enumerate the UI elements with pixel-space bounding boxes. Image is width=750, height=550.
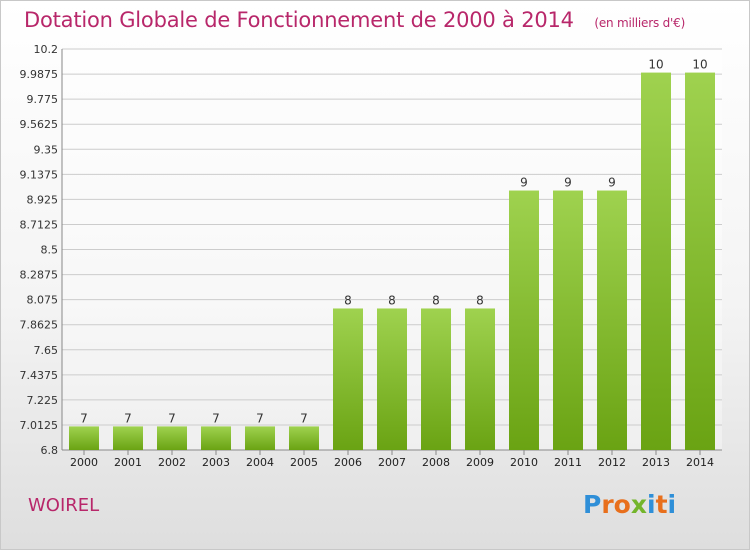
bar-value-label: 7 <box>80 411 88 425</box>
y-tick-label: 7.225 <box>27 394 59 407</box>
bar <box>377 308 407 450</box>
bar-value-label: 10 <box>692 58 707 72</box>
y-tick-label: 8.2875 <box>20 269 59 282</box>
bar <box>245 426 275 450</box>
bar-value-label: 7 <box>300 411 308 425</box>
y-tick-label: 7.0125 <box>20 419 59 432</box>
brand-letter: i <box>667 490 677 519</box>
brand-letter: o <box>613 490 631 519</box>
bar-value-label: 7 <box>168 411 176 425</box>
x-tick-label: 2012 <box>598 456 626 469</box>
x-tick-label: 2010 <box>510 456 538 469</box>
brand-letter: r <box>601 490 614 519</box>
y-tick-label: 8.7125 <box>20 218 59 231</box>
bar <box>685 72 715 451</box>
x-tick-label: 2004 <box>246 456 274 469</box>
bar <box>597 190 627 450</box>
y-tick-label: 7.8625 <box>20 319 59 332</box>
bar <box>465 308 495 450</box>
x-tick-label: 2000 <box>70 456 98 469</box>
bar-value-label: 7 <box>256 411 264 425</box>
bar <box>509 190 539 450</box>
bar <box>333 308 363 450</box>
bar-value-label: 8 <box>432 293 440 307</box>
x-tick-label: 2008 <box>422 456 450 469</box>
x-tick-label: 2005 <box>290 456 318 469</box>
y-tick-label: 8.075 <box>27 294 59 307</box>
x-tick-label: 2011 <box>554 456 582 469</box>
y-tick-label: 9.775 <box>27 93 59 106</box>
bar <box>201 426 231 450</box>
x-tick-label: 2009 <box>466 456 494 469</box>
x-tick-label: 2006 <box>334 456 362 469</box>
chart-subtitle: (en milliers d'€) <box>594 16 686 30</box>
proxiti-logo: Proxiti <box>583 490 676 519</box>
brand-letter: x <box>630 490 647 519</box>
bar-value-label: 8 <box>388 293 396 307</box>
brand-letter: P <box>583 490 602 519</box>
x-tick-label: 2014 <box>686 456 714 469</box>
x-tick-label: 2002 <box>158 456 186 469</box>
bar <box>157 426 187 450</box>
y-tick-label: 6.8 <box>41 444 59 457</box>
commune-name: WOIREL <box>28 495 100 516</box>
brand-letter: i <box>647 490 656 519</box>
bar-value-label: 7 <box>124 411 132 425</box>
x-tick-label: 2013 <box>642 456 670 469</box>
y-tick-label: 9.9875 <box>20 68 59 81</box>
bar <box>641 72 671 451</box>
bar <box>421 308 451 450</box>
y-tick-label: 8.925 <box>27 193 59 206</box>
y-tick-label: 8.5 <box>41 244 59 257</box>
brand-letter: t <box>655 490 668 519</box>
x-tick-label: 2007 <box>378 456 406 469</box>
bar-value-label: 8 <box>344 293 352 307</box>
x-tick-label: 2001 <box>114 456 142 469</box>
chart-title: Dotation Globale de Fonctionnement de 20… <box>24 8 685 32</box>
bar-value-label: 7 <box>212 411 220 425</box>
bar-value-label: 9 <box>608 176 616 190</box>
bar-value-label: 8 <box>476 293 484 307</box>
bar <box>69 426 99 450</box>
bar <box>553 190 583 450</box>
y-tick-label: 9.35 <box>34 143 59 156</box>
bar <box>289 426 319 450</box>
bar-value-label: 10 <box>648 58 663 72</box>
bar <box>113 426 143 450</box>
y-tick-label: 9.1375 <box>20 168 59 181</box>
bar-value-label: 9 <box>520 176 528 190</box>
y-tick-label: 7.65 <box>34 344 59 357</box>
y-tick-label: 9.5625 <box>20 118 59 131</box>
x-tick-label: 2003 <box>202 456 230 469</box>
chart-title-text: Dotation Globale de Fonctionnement de 20… <box>24 8 574 32</box>
y-tick-label: 7.4375 <box>20 369 59 382</box>
y-tick-label: 10.2 <box>34 43 59 56</box>
bar-value-label: 9 <box>564 176 572 190</box>
